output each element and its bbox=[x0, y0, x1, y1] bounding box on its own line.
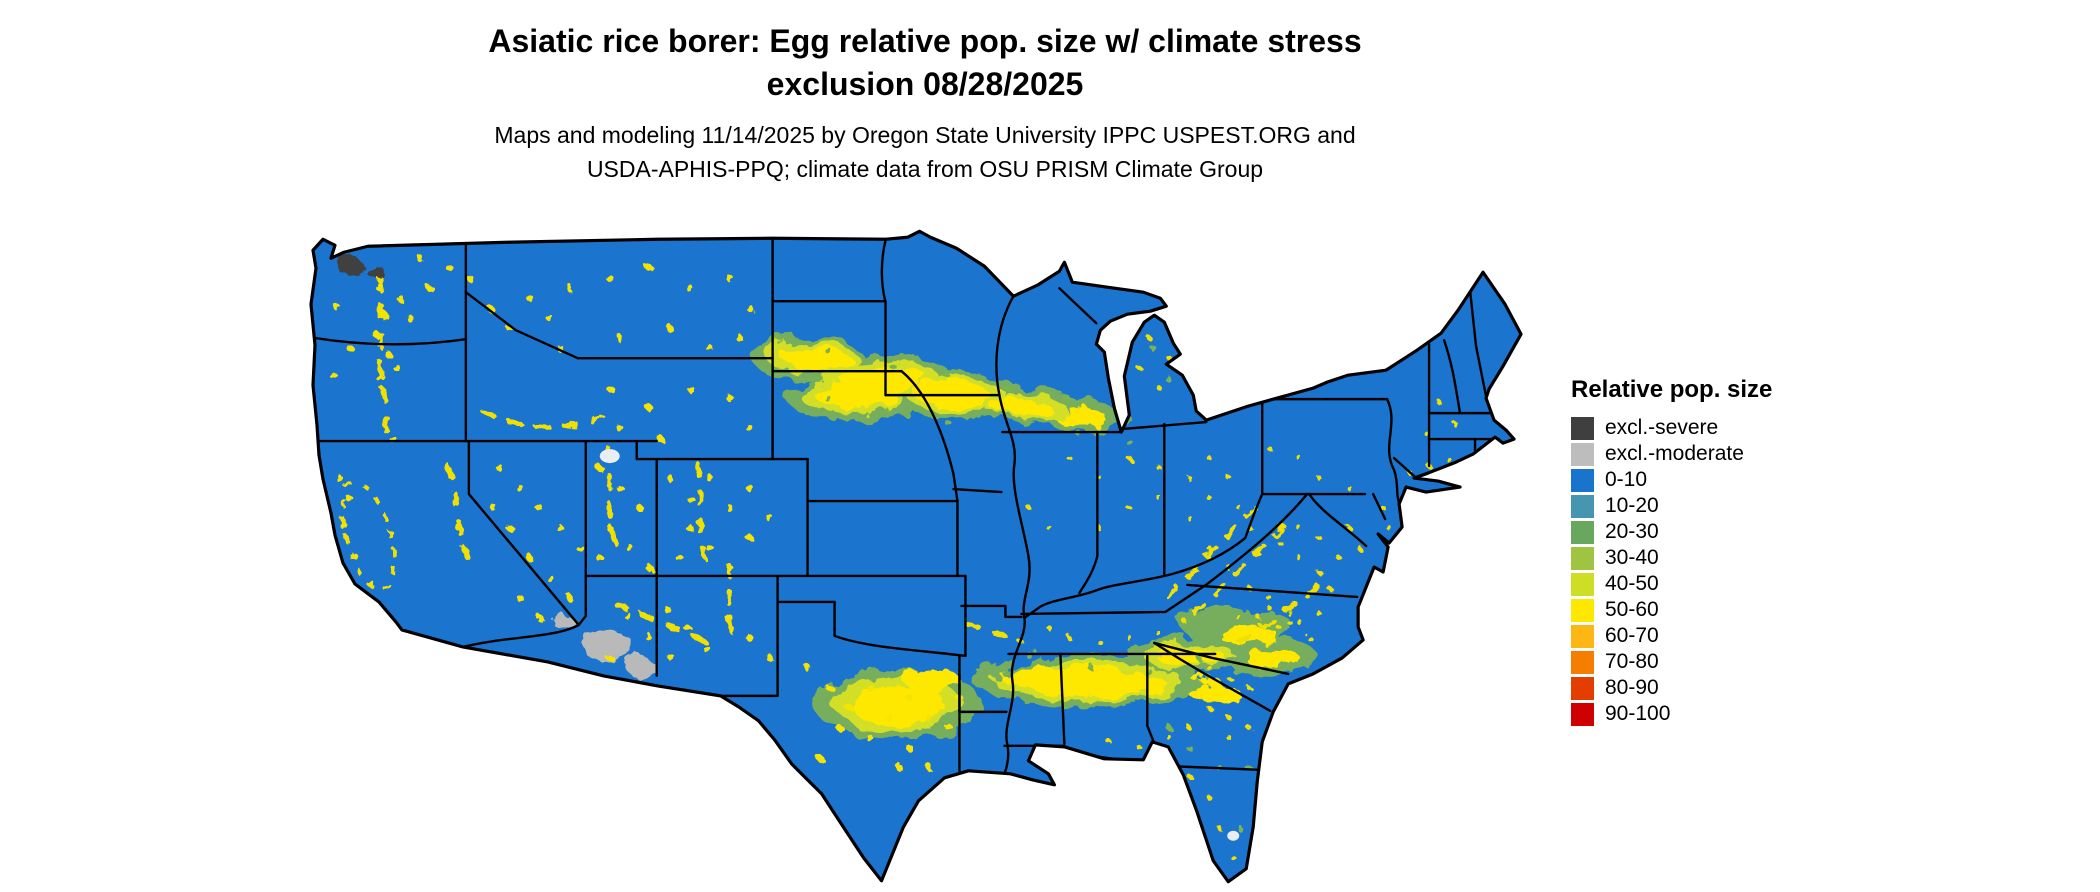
us-map bbox=[308, 226, 1527, 886]
legend-item: excl.-severe bbox=[1571, 415, 1772, 441]
speckles-west bbox=[330, 254, 1012, 790]
legend-swatch bbox=[1571, 572, 1594, 596]
legend-item: 70-80 bbox=[1571, 649, 1772, 675]
legend-swatch bbox=[1571, 650, 1594, 674]
exclusion-moderate-patches bbox=[552, 614, 655, 675]
central-valley-ring bbox=[340, 480, 396, 592]
title-line-1: Asiatic rice borer: Egg relative pop. si… bbox=[488, 23, 1362, 59]
legend-item-label: 30-40 bbox=[1605, 546, 1659, 569]
legend-swatch bbox=[1571, 494, 1594, 518]
legend-swatch bbox=[1571, 520, 1594, 544]
legend-item: 10-20 bbox=[1571, 493, 1772, 519]
legend-item-label: 40-50 bbox=[1605, 572, 1659, 595]
ridge-lines bbox=[377, 275, 1320, 647]
legend-title: Relative pop. size bbox=[1571, 376, 1773, 403]
legend-item: 40-50 bbox=[1571, 571, 1772, 597]
legend-item-label: 10-20 bbox=[1605, 494, 1659, 517]
legend-item: 0-10 bbox=[1571, 467, 1772, 493]
subtitle-line-2: USDA-APHIS-PPQ; climate data from OSU PR… bbox=[586, 156, 1264, 182]
title-line-2: exclusion 08/28/2025 bbox=[766, 66, 1084, 102]
terrain-speckles bbox=[330, 254, 1458, 882]
legend-item: excl.-moderate bbox=[1571, 441, 1772, 467]
legend-item: 20-30 bbox=[1571, 519, 1772, 545]
legend-swatch bbox=[1571, 676, 1594, 700]
legend-item: 50-60 bbox=[1571, 597, 1772, 623]
page-title: Asiatic rice borer: Egg relative pop. si… bbox=[300, 20, 1550, 106]
legend-item-label: excl.-moderate bbox=[1605, 442, 1744, 465]
legend-item-label: 90-100 bbox=[1605, 702, 1671, 725]
us-map-svg bbox=[309, 229, 1523, 884]
legend-swatch bbox=[1571, 442, 1594, 466]
legend-items: excl.-severe excl.-moderate 0-10 10-20 20-30… bbox=[1571, 415, 1772, 727]
legend-swatch bbox=[1571, 702, 1594, 726]
state-boundaries bbox=[314, 237, 1501, 776]
subtitle-line-1: Maps and modeling 11/14/2025 by Oregon S… bbox=[494, 122, 1356, 148]
legend-item-label: 20-30 bbox=[1605, 520, 1659, 543]
legend-swatch bbox=[1571, 468, 1594, 492]
legend-item-label: 70-80 bbox=[1605, 650, 1659, 673]
legend-item-label: 0-10 bbox=[1605, 468, 1648, 491]
legend-item-label: 50-60 bbox=[1605, 598, 1659, 621]
legend-item: 60-70 bbox=[1571, 623, 1772, 649]
legend-item: 90-100 bbox=[1571, 701, 1772, 727]
legend: Relative pop. size excl.-severe excl.-mod… bbox=[1571, 376, 1772, 727]
legend-item: 80-90 bbox=[1571, 675, 1772, 701]
legend-item-label: excl.-severe bbox=[1605, 416, 1719, 439]
legend-swatch bbox=[1571, 624, 1594, 648]
legend-item-label: 80-90 bbox=[1605, 676, 1659, 699]
page-subtitle: Maps and modeling 11/14/2025 by Oregon S… bbox=[300, 118, 1550, 186]
legend-item: 30-40 bbox=[1571, 545, 1772, 571]
legend-swatch bbox=[1571, 546, 1594, 570]
title-block: Asiatic rice borer: Egg relative pop. si… bbox=[300, 20, 1550, 186]
legend-item-label: 60-70 bbox=[1605, 624, 1659, 647]
legend-swatch bbox=[1571, 416, 1594, 440]
inland-lakes bbox=[599, 449, 1240, 841]
population-hotspots bbox=[336, 257, 1318, 738]
legend-swatch bbox=[1571, 598, 1594, 622]
exclusion-severe-patches bbox=[336, 257, 385, 279]
